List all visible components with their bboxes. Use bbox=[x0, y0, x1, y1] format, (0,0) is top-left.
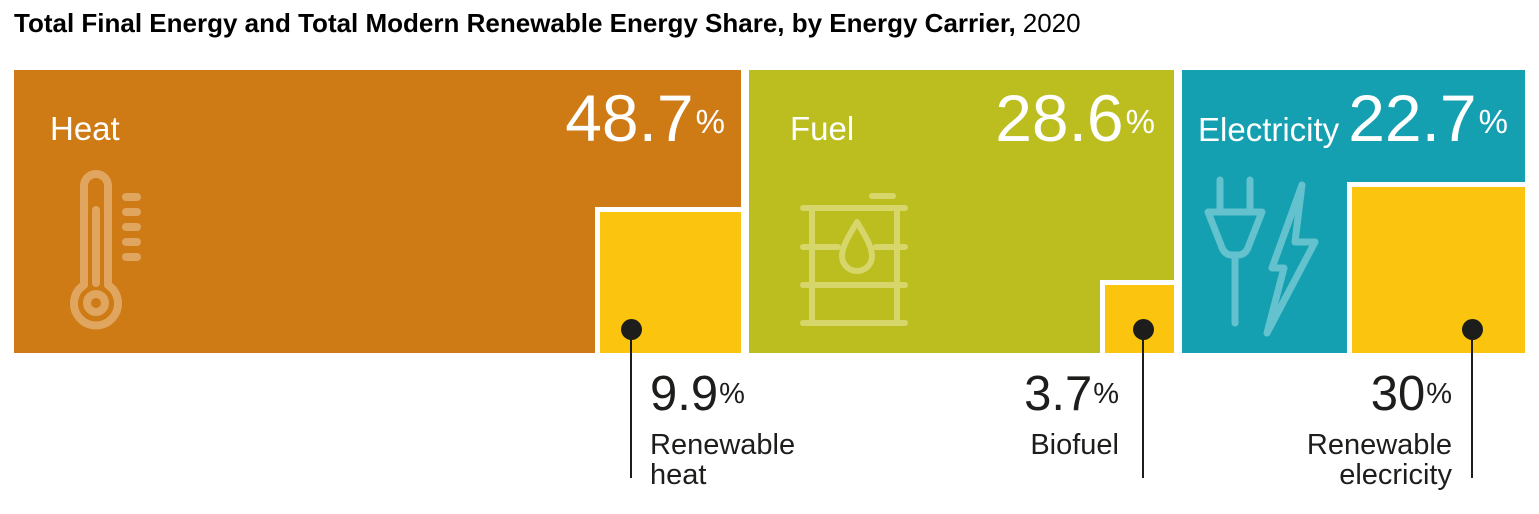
electricity-value-percent-sign: % bbox=[1478, 103, 1508, 140]
plug-lightning-icon bbox=[1204, 176, 1319, 337]
renewable-electricity-callout: 30% Renewable elecricity bbox=[1307, 370, 1452, 491]
renewable-heat-value-number: 9.9 bbox=[650, 367, 719, 421]
renewable-heat-caption-line2: heat bbox=[650, 459, 707, 491]
renewable-electricity-value-number: 30 bbox=[1370, 367, 1426, 421]
fuel-label: Fuel bbox=[790, 110, 855, 147]
figure-title-year: 2020 bbox=[1022, 8, 1081, 38]
biofuel-caption: Biofuel bbox=[1024, 430, 1119, 460]
biofuel-value-number: 3.7 bbox=[1024, 367, 1093, 421]
fuel-value-number: 28.6 bbox=[995, 81, 1124, 155]
heat-label: Heat bbox=[50, 110, 120, 147]
electricity-label: Electricity bbox=[1198, 111, 1340, 148]
fuel-value-percent-sign: % bbox=[1125, 103, 1155, 140]
electricity-value: 22.7% bbox=[1348, 85, 1508, 151]
heat-value-percent-sign: % bbox=[695, 103, 725, 140]
renewable-heat-callout: 9.9% Renewable heat bbox=[650, 370, 795, 491]
renewable-heat-leader-line bbox=[630, 330, 632, 478]
biofuel-leader-line bbox=[1142, 330, 1144, 478]
renewable-electricity-leader-dot bbox=[1462, 319, 1483, 340]
electricity-segment: Electricity 22.7% bbox=[1182, 70, 1525, 353]
renewable-electricity-caption-line1: Renewable bbox=[1306, 429, 1452, 461]
heat-value-number: 48.7 bbox=[565, 81, 694, 155]
renewable-heat-caption: Renewable heat bbox=[650, 430, 795, 490]
renewable-heat-leader-dot bbox=[621, 319, 642, 340]
biofuel-value: 3.7% bbox=[1024, 370, 1119, 424]
heat-value: 48.7% bbox=[565, 85, 725, 151]
electricity-value-number: 22.7 bbox=[1348, 81, 1477, 155]
biofuel-percent-sign: % bbox=[1093, 378, 1119, 410]
renewable-electricity-caption: Renewable elecricity bbox=[1307, 430, 1452, 490]
renewable-electricity-leader-line bbox=[1471, 330, 1473, 478]
figure-title: Total Final Energy and Total Modern Rene… bbox=[14, 8, 1081, 39]
thermometer-icon bbox=[70, 170, 141, 330]
fuel-value: 28.6% bbox=[995, 85, 1155, 151]
renewable-heat-percent-sign: % bbox=[719, 378, 745, 410]
renewable-heat-block bbox=[595, 207, 741, 353]
biofuel-leader-dot bbox=[1133, 319, 1154, 340]
renewable-electricity-value: 30% bbox=[1307, 370, 1452, 424]
heat-segment: Heat 48.7% bbox=[14, 70, 741, 353]
biofuel-callout: 3.7% Biofuel bbox=[1024, 370, 1119, 461]
renewable-electricity-caption-line2: elecricity bbox=[1339, 459, 1452, 491]
oil-barrel-icon bbox=[800, 193, 908, 326]
renewable-electricity-block bbox=[1347, 182, 1525, 353]
biofuel-caption-line1: Biofuel bbox=[1030, 429, 1119, 461]
figure-title-main: Total Final Energy and Total Modern Rene… bbox=[14, 8, 1016, 38]
biofuel-block bbox=[1100, 280, 1174, 353]
renewable-heat-value: 9.9% bbox=[650, 370, 795, 424]
fuel-segment: Fuel 28.6% bbox=[749, 70, 1174, 353]
renewable-electricity-percent-sign: % bbox=[1426, 378, 1452, 410]
electricity-header-row: Electricity 22.7% bbox=[1198, 85, 1508, 151]
renewable-heat-caption-line1: Renewable bbox=[650, 429, 796, 461]
